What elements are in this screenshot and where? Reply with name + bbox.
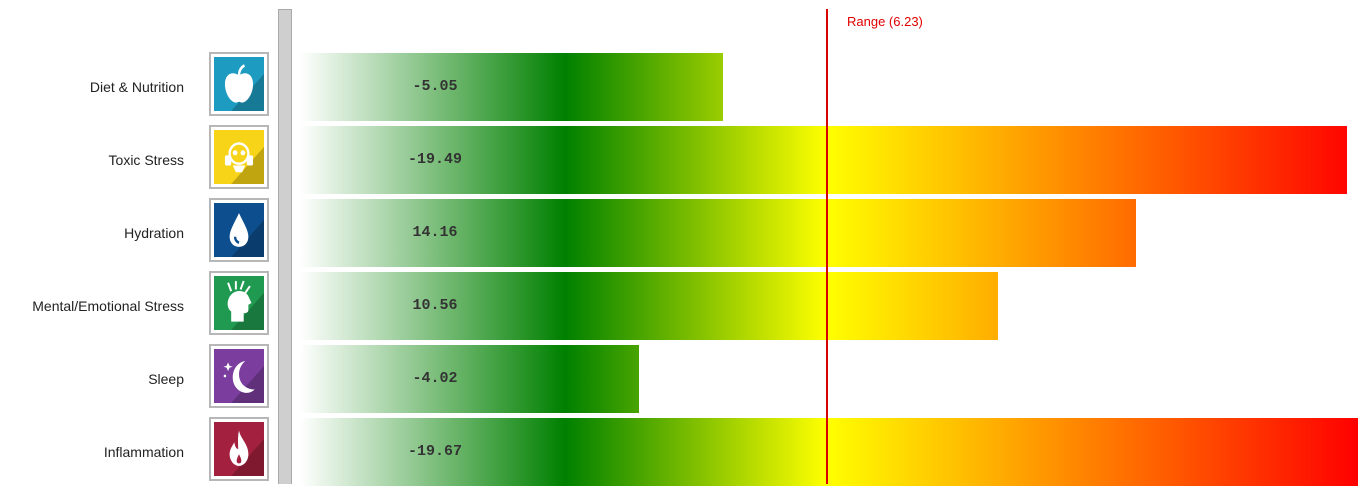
bar-value-label: 14.16 [412,224,458,241]
gas-mask-icon-tile [209,125,269,189]
stressed-head-icon-tile [209,271,269,335]
bar [300,345,639,413]
category-label: Toxic Stress [108,152,184,168]
gas-mask-icon [224,142,264,184]
apple-icon [224,64,264,111]
bar [300,126,1347,194]
bar-value-label: -19.67 [407,443,462,460]
bar [300,418,1358,486]
category-label: Diet & Nutrition [89,79,184,95]
water-drop-icon-tile [209,198,269,262]
category-label: Inflammation [103,444,184,460]
range-reference-label: Range (6.23) [847,14,923,29]
flame-icon-tile [209,417,269,481]
bar-value-label: -5.05 [412,78,458,95]
stressed-head-icon [227,280,264,330]
bar [300,272,998,340]
category-label: Mental/Emotional Stress [32,298,184,314]
axis-bar [278,9,292,484]
bar-value-label: -19.49 [407,151,462,168]
moon-stars-icon [223,360,264,403]
apple-icon-tile [209,52,269,116]
bar-value-label: 10.56 [412,297,458,314]
bar-value-label: -4.02 [412,370,458,387]
range-reference-line [826,9,828,484]
flame-icon [229,430,264,476]
category-label: Hydration [124,225,184,241]
water-drop-icon [229,213,264,257]
bar [300,53,723,121]
bar [300,199,1136,267]
category-label: Sleep [148,371,184,387]
moon-stars-icon-tile [209,344,269,408]
